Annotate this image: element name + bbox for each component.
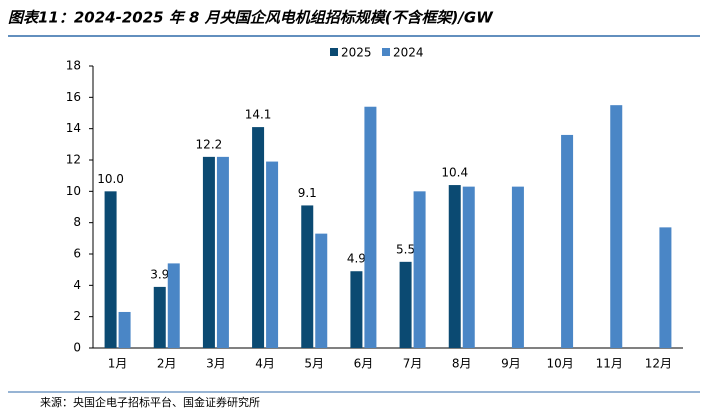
bar — [561, 134, 574, 348]
x-tick-label: 1月 — [108, 357, 128, 371]
y-tick-label: 14 — [66, 121, 81, 135]
bar — [350, 271, 363, 348]
source: 来源：央国企电子招标平台、国金证券研究所 — [40, 395, 260, 409]
bar — [610, 105, 623, 349]
y-tick-label: 0 — [73, 341, 81, 355]
y-tick-label: 4 — [73, 278, 81, 292]
legend-swatch — [330, 48, 338, 56]
bar — [153, 286, 166, 348]
bar — [511, 186, 524, 348]
bar — [413, 191, 426, 348]
x-tick-label: 10月 — [546, 357, 573, 371]
bar — [315, 233, 328, 348]
x-tick-label: 3月 — [206, 357, 226, 371]
bar — [301, 205, 314, 348]
bar — [202, 156, 215, 348]
bar — [266, 161, 279, 348]
bar — [462, 186, 475, 348]
bar — [118, 311, 131, 348]
x-tick-label: 12月 — [645, 357, 672, 371]
x-tick-label: 2月 — [157, 357, 177, 371]
value-label: 9.1 — [298, 186, 317, 200]
value-label: 12.2 — [196, 137, 223, 151]
bar — [167, 263, 180, 348]
x-tick-label: 11月 — [596, 357, 623, 371]
value-label: 5.5 — [396, 242, 415, 256]
bar — [104, 191, 117, 348]
x-tick-label: 4月 — [255, 357, 275, 371]
bar — [216, 156, 229, 348]
x-tick-label: 9月 — [501, 357, 521, 371]
value-label: 10.0 — [97, 172, 124, 186]
value-label: 3.9 — [150, 267, 169, 281]
legend-label: 2025 — [341, 46, 372, 60]
y-tick-label: 16 — [66, 90, 81, 104]
bar — [364, 106, 377, 348]
legend-label: 2024 — [393, 46, 424, 60]
bar — [399, 261, 412, 348]
y-tick-label: 18 — [66, 59, 81, 73]
bar — [659, 227, 672, 348]
chart-title: 图表11：2024-2025 年 8 月央国企风电机组招标规模(不含框架)/GW — [8, 9, 494, 27]
value-label: 4.9 — [347, 252, 366, 266]
x-tick-label: 6月 — [354, 357, 374, 371]
y-tick-label: 6 — [73, 247, 81, 261]
legend-swatch — [382, 48, 390, 56]
y-tick-label: 8 — [73, 215, 81, 229]
bar — [448, 185, 461, 348]
x-tick-label: 5月 — [304, 357, 324, 371]
y-tick-label: 2 — [73, 309, 81, 323]
x-tick-label: 8月 — [452, 357, 472, 371]
x-tick-label: 7月 — [403, 357, 423, 371]
bar — [252, 127, 265, 348]
y-tick-label: 12 — [66, 153, 81, 167]
value-label: 14.1 — [245, 108, 272, 122]
value-label: 10.4 — [441, 166, 468, 180]
y-tick-label: 10 — [66, 184, 81, 198]
